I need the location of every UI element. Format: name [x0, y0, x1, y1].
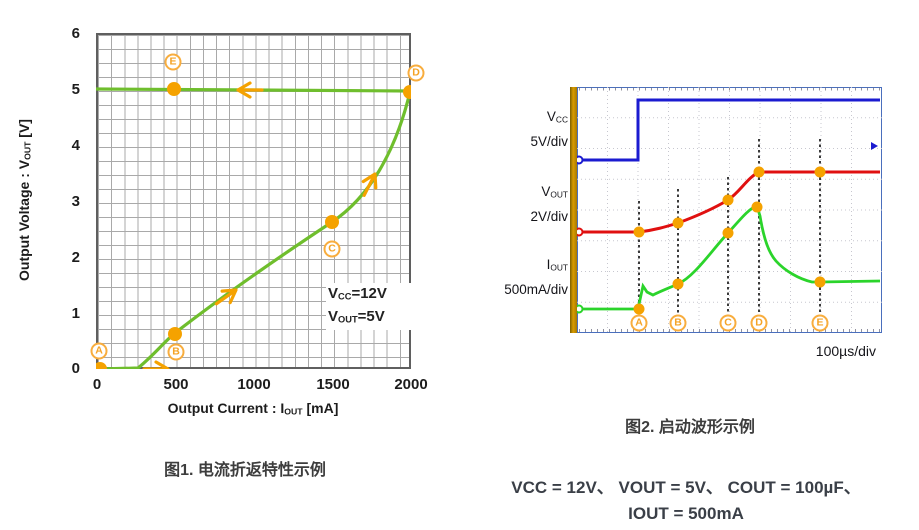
fig2-conditions-line2: IOUT = 500mA	[628, 504, 744, 523]
fig1-ytick-0: 0	[71, 360, 80, 377]
fig1-arrow-steep	[361, 172, 378, 197]
fig2-ch1-marker	[577, 155, 584, 165]
fig1-y-axis-title: Output Voltage : VOUT [V]	[16, 50, 36, 350]
fig1-point-b	[168, 327, 182, 341]
fig2-label-iout: IOUT 500mA/div	[504, 257, 568, 297]
fig1-x-axis-title: Output Current : IOUT [mA]	[167, 400, 339, 417]
fig2-timebase-label: 100µs/div	[815, 343, 876, 359]
fig1-point-label-a: A	[90, 342, 108, 360]
fig1-ytick-4: 4	[71, 137, 80, 154]
fig2-marker-label-b: B	[669, 314, 687, 332]
fig1-point-label-e: E	[164, 53, 182, 71]
fig1-ytick-2: 2	[71, 249, 80, 266]
fig2-time-cursors	[638, 139, 821, 331]
fig1-xtick-500: 500	[163, 376, 189, 393]
fig2-marker-label-a: A	[630, 314, 648, 332]
fig1-caption: 图1. 电流折返特性示例	[164, 462, 326, 479]
fig1-point-e	[167, 82, 181, 96]
fig1-point-a	[96, 362, 107, 369]
fig2-trace-vout	[579, 170, 880, 234]
fig1-ytick-3: 3	[71, 193, 80, 210]
fig2-marker-label-d: D	[750, 314, 768, 332]
fig1-point-d	[403, 85, 411, 99]
fig2-conditions-line1: VCC = 12V、 VOUT = 5V、 COUT = 100µF、	[511, 478, 861, 497]
fig2-trace-vcc	[579, 98, 880, 162]
fig2-marker-label-c: C	[719, 314, 737, 332]
fig1-point-c	[325, 215, 339, 229]
fig1-ytick-1: 1	[71, 305, 80, 322]
fig1-y-axis-title-sub: OUT	[22, 141, 33, 160]
fig1-condition-annotation: VCC=12V VOUT=5V	[326, 283, 416, 331]
fig2-iout-dots	[633, 201, 826, 315]
fig2-caption: 图2. 启动波形示例	[625, 419, 755, 436]
fig2-marker-label-e: E	[811, 314, 829, 332]
fig2-trace-iout	[579, 204, 881, 311]
fig1-condition-line2: VOUT=5V	[328, 307, 385, 325]
fig2-conditions: VCC = 12V、 VOUT = 5V、 COUT = 100µF、 IOUT…	[464, 475, 908, 527]
fig1-y-axis-title-text: Output Voltage : V	[16, 159, 32, 281]
fig1-xtick-1000: 1000	[237, 376, 271, 393]
fig1-curve-layer	[96, 81, 411, 369]
fig2-left-intensity-bar	[570, 87, 577, 333]
fig1-point-label-d: D	[407, 64, 425, 82]
fig1-point-label-b: B	[167, 343, 185, 361]
fig1-arrow-right-baseline	[142, 360, 170, 369]
fig1-y-axis-title-unit: [V]	[16, 119, 32, 142]
fig1-point-label-c: C	[323, 240, 341, 258]
fig2-label-vout: VOUT 2V/div	[530, 184, 568, 224]
fig1-arrow-rising	[214, 288, 238, 306]
fig2-ch3-marker	[577, 304, 584, 314]
fig1-arrow-left-top	[236, 81, 264, 99]
fig1-condition-line1: VCC=12V	[328, 285, 387, 302]
fig2-vout-dots	[633, 166, 826, 238]
fig2-ch2-marker	[577, 227, 584, 237]
fig1-ytick-6: 6	[71, 25, 80, 42]
fig2-graticule	[577, 87, 882, 333]
fig2-label-vcc: VCC 5V/div	[530, 109, 568, 149]
fig2-waveform-layer	[577, 87, 882, 333]
fig1-ytick-5: 5	[71, 81, 80, 98]
fig1-xtick-0: 0	[92, 376, 102, 393]
fig2-trigger-marker	[871, 142, 878, 150]
fig1-xtick-2000: 2000	[394, 376, 428, 393]
fig1-xtick-1500: 1500	[316, 376, 350, 393]
fig1-foldback-curve	[99, 91, 411, 369]
